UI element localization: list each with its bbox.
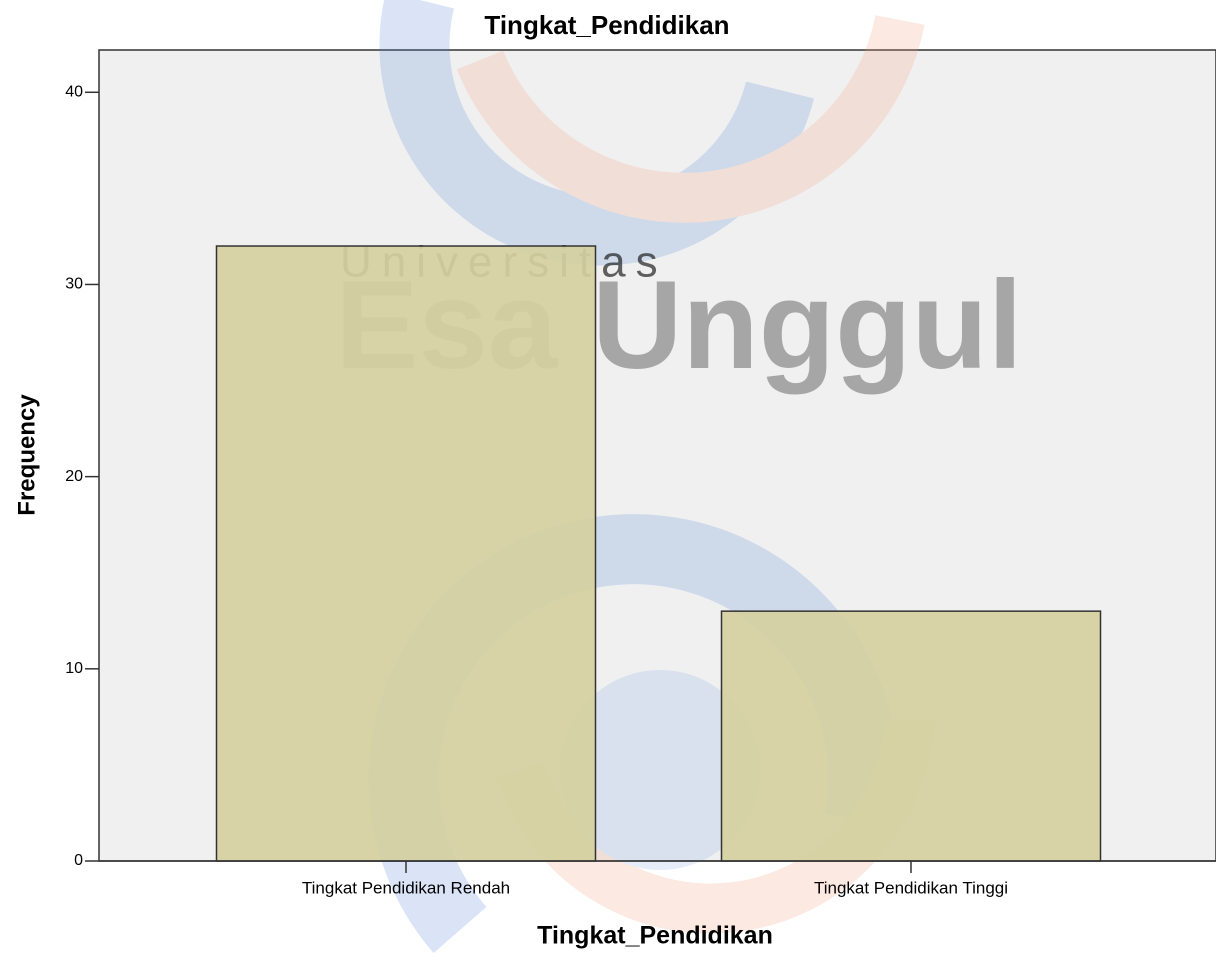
watermark-circle xyxy=(560,670,760,870)
y-tick-label: 40 xyxy=(65,83,83,100)
y-axis-label: Frequency xyxy=(13,394,40,516)
bar xyxy=(720,610,1102,862)
y-tick-label: 10 xyxy=(65,660,83,677)
watermark-arc xyxy=(456,15,925,223)
x-tick-label: Tingkat Pendidikan Tinggi xyxy=(814,878,1008,897)
y-tick-label: 0 xyxy=(74,852,83,869)
watermark-arc xyxy=(379,0,814,266)
bar xyxy=(215,245,597,862)
x-axis-label: Tingkat_Pendidikan xyxy=(537,922,773,950)
chart-title: Tingkat_Pendidikan xyxy=(484,10,729,40)
y-tick-label: 30 xyxy=(65,276,83,293)
y-tick-label: 20 xyxy=(65,468,83,485)
x-tick-label: Tingkat Pendidikan Rendah xyxy=(302,878,510,897)
